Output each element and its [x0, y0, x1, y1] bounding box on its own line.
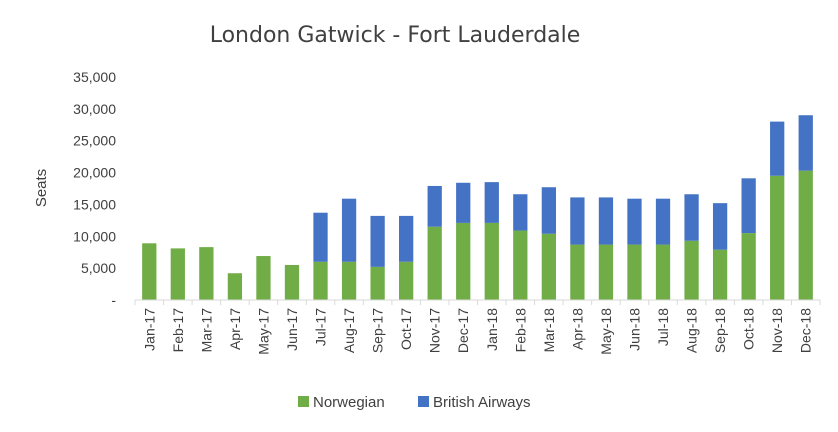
bar-norwegian [227, 273, 243, 300]
bar-british-airways [798, 115, 813, 171]
x-tick-label: Aug-17 [341, 308, 357, 353]
legend-label-norwegian: Norwegian [313, 394, 385, 411]
bar-british-airways [484, 182, 499, 223]
x-tick-label: Jul-18 [655, 308, 671, 346]
bar-norwegian [284, 264, 300, 300]
x-tick-label: Nov-17 [427, 308, 443, 353]
bar-british-airways [370, 215, 385, 267]
bar-norwegian [199, 247, 214, 300]
bar-norwegian [798, 170, 813, 300]
bar-british-airways [655, 198, 671, 245]
y-tick-label: 30,000 [73, 101, 116, 117]
bar-norwegian [170, 248, 185, 300]
bar-norwegian [570, 244, 585, 300]
bar-norwegian [655, 244, 671, 300]
x-tick-label: Feb-17 [170, 308, 186, 353]
x-tick-label: Nov-18 [769, 308, 785, 353]
x-tick-label: Jun-17 [284, 308, 300, 351]
bar-norwegian [627, 244, 642, 300]
y-tick-label: 35,000 [73, 69, 116, 85]
bar-norwegian [142, 243, 157, 300]
bar-norwegian [341, 261, 357, 300]
x-tick-label: Aug-18 [684, 308, 700, 353]
legend-swatch-norwegian [298, 396, 309, 407]
bar-british-airways [399, 215, 414, 262]
bar-norwegian [399, 261, 414, 300]
bar-norwegian [770, 175, 785, 300]
bar-british-airways [341, 198, 357, 262]
y-tick-label: 15,000 [73, 196, 116, 212]
bar-norwegian [513, 230, 528, 300]
bar-british-airways [598, 197, 614, 245]
legend-label-british-airways: British Airways [433, 394, 531, 411]
bar-british-airways [770, 121, 785, 176]
y-tick-label: 10,000 [73, 228, 116, 244]
bar-british-airways [741, 178, 756, 234]
bar-norwegian [427, 226, 442, 300]
y-tick-label: - [111, 292, 116, 308]
legend-swatch-british-airways [418, 396, 429, 407]
bar-norwegian [313, 261, 328, 300]
bar-british-airways [627, 198, 642, 245]
bar-norwegian [370, 266, 385, 300]
bar-norwegian [256, 256, 271, 300]
x-tick-label: Dec-18 [798, 308, 814, 353]
bar-norwegian [741, 233, 756, 300]
bar-norwegian [712, 249, 728, 300]
x-tick-label: Jul-17 [313, 308, 329, 346]
bar-british-airways [513, 194, 528, 231]
bar-norwegian [684, 240, 699, 300]
bar-norwegian [484, 222, 499, 300]
y-axis-ticks: - 5,000 10,000 15,000 20,000 25,000 30,000 35,0… [73, 69, 116, 308]
x-tick-label: Oct-18 [741, 308, 757, 350]
bar-british-airways [456, 182, 471, 223]
x-tick-label: Sep-17 [370, 308, 386, 353]
bar-norwegian [456, 222, 471, 300]
y-axis-label: Seats [33, 169, 50, 207]
x-tick-label: May-18 [598, 308, 614, 355]
x-tick-label: May-17 [255, 308, 271, 355]
x-tick-label: Oct-17 [398, 308, 414, 350]
x-tick-label: Jun-18 [626, 308, 642, 351]
x-tick-label: Mar-17 [198, 308, 214, 353]
bar-british-airways [712, 203, 728, 250]
bar-norwegian [598, 244, 614, 300]
x-tick-label: Jan-17 [141, 308, 157, 351]
x-tick-label: Feb-18 [512, 308, 528, 353]
legend: Norwegian British Airways [298, 394, 531, 411]
bar-british-airways [570, 197, 585, 245]
x-axis-ticks: Jan-17 Feb-17 Mar-17 Apr-17 May-17 Jun-17 Jul-… [134, 300, 821, 355]
y-tick-label: 25,000 [73, 133, 116, 149]
y-tick-label: 20,000 [73, 165, 116, 181]
chart-title: London Gatwick - Fort Lauderdale [210, 23, 581, 48]
x-tick-label: Jan-18 [484, 308, 500, 351]
x-tick-label: Dec-17 [455, 308, 471, 353]
bar-british-airways [427, 185, 442, 227]
x-tick-label: Sep-18 [712, 308, 728, 353]
bar-british-airways [684, 194, 699, 241]
y-tick-label: 5,000 [81, 260, 116, 276]
x-tick-label: Apr-17 [227, 308, 243, 350]
bar-british-airways [541, 187, 556, 234]
x-tick-label: Mar-18 [541, 308, 557, 353]
bar-british-airways [313, 212, 328, 262]
bar-norwegian [541, 233, 556, 300]
x-tick-label: Apr-18 [569, 308, 585, 350]
bars [142, 115, 813, 300]
